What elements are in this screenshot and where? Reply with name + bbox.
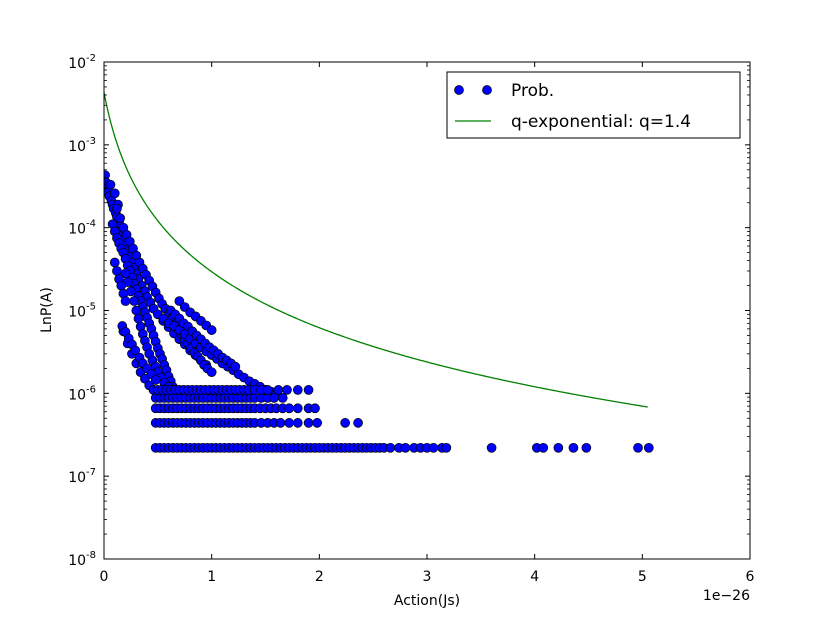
x-axis-ticks: 0 1 2 3 4 5 6 xyxy=(100,62,755,585)
y-tick-label: 10-7 xyxy=(68,467,96,486)
x-tick-label: 2 xyxy=(315,569,324,585)
data-point xyxy=(340,418,351,428)
data-point xyxy=(273,385,284,395)
data-point xyxy=(109,188,120,199)
x-tick-label: 4 xyxy=(530,569,539,585)
data-point xyxy=(206,325,217,335)
y-tick-label: 10-4 xyxy=(68,219,96,238)
x-tick-label: 1 xyxy=(207,569,216,585)
y-tick-label: 10-6 xyxy=(68,384,96,403)
y-axis-ticks: 10-8 10-7 10-6 10-5 10-4 10-3 10-2 xyxy=(68,53,750,569)
data-point xyxy=(230,361,241,372)
y-axis-label: LnP(A) xyxy=(39,287,55,333)
data-point xyxy=(131,305,142,316)
data-point xyxy=(385,442,396,453)
data-point xyxy=(581,442,592,453)
data-point xyxy=(284,418,295,428)
data-point xyxy=(174,296,185,306)
x-tick-label: 3 xyxy=(423,569,432,585)
x-tick-label: 5 xyxy=(638,569,647,585)
data-point xyxy=(292,403,303,414)
data-point xyxy=(129,296,139,306)
data-point xyxy=(538,442,549,453)
data-point xyxy=(428,442,439,453)
data-point xyxy=(116,280,127,291)
data-point xyxy=(112,266,122,276)
data-point xyxy=(120,296,131,306)
legend-marker-circle xyxy=(454,85,464,95)
data-point xyxy=(115,213,126,224)
data-point xyxy=(441,442,452,453)
data-point xyxy=(303,418,314,428)
legend-box xyxy=(446,71,741,139)
legend-label-prob: Prob. xyxy=(511,81,554,101)
data-point xyxy=(269,393,279,403)
data-point xyxy=(486,442,497,453)
data-point xyxy=(292,385,303,395)
data-point xyxy=(206,367,217,378)
data-point xyxy=(303,385,314,395)
x-tick-label: 6 xyxy=(746,569,755,585)
fit-curve-layer xyxy=(104,92,648,408)
data-point xyxy=(130,345,141,356)
data-point xyxy=(353,418,363,428)
data-point xyxy=(262,385,273,395)
y-tick-label: 10-2 xyxy=(68,53,96,72)
legend-marker-circle xyxy=(482,85,492,95)
data-point xyxy=(282,385,292,395)
data-point xyxy=(312,418,323,428)
y-tick-label: 10-5 xyxy=(68,302,96,321)
data-point xyxy=(633,442,643,453)
data-point xyxy=(310,403,320,414)
data-point xyxy=(133,313,144,324)
data-point xyxy=(400,442,411,453)
data-point xyxy=(275,418,286,428)
scatter-points xyxy=(104,170,654,453)
x-tick-label: 0 xyxy=(100,569,109,585)
data-point xyxy=(112,203,122,214)
x-axis-label: Action(Js) xyxy=(394,593,460,609)
data-point xyxy=(277,393,288,403)
y-tick-label: 10-3 xyxy=(68,136,96,155)
data-point xyxy=(284,403,295,414)
y-tick-label: 10-8 xyxy=(68,550,96,569)
data-point xyxy=(292,418,303,428)
data-point xyxy=(643,442,654,453)
q-exponential-curve xyxy=(104,92,648,408)
data-point xyxy=(150,375,161,385)
data-point xyxy=(553,442,564,453)
data-point xyxy=(105,179,116,190)
legend: Prob. q-exponential: q=1.4 xyxy=(446,71,741,139)
data-point xyxy=(109,257,120,268)
legend-label-q-exponential: q-exponential: q=1.4 xyxy=(511,112,691,132)
x-axis-offset-label: 1e−26 xyxy=(703,588,750,604)
data-point xyxy=(568,442,579,453)
